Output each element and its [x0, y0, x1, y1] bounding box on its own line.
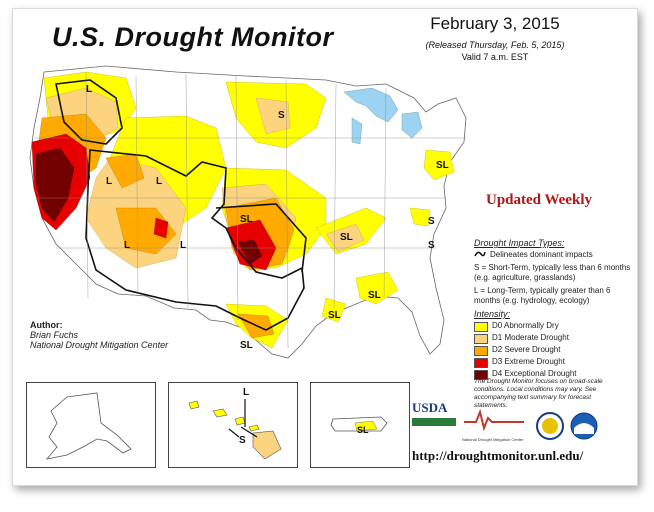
doc-seal — [536, 412, 564, 445]
hawaii-label-l: L — [243, 387, 249, 398]
updated-weekly-banner: Updated Weekly — [486, 192, 592, 208]
intensity-header: Intensity: — [474, 309, 511, 319]
label-s-minnesota: S — [278, 110, 285, 121]
d1-label: D1 Moderate Drought — [492, 333, 569, 342]
doc-seal-icon — [536, 412, 564, 440]
pr-label-sl: SL — [357, 425, 369, 435]
ndmc-logo-icon — [464, 408, 524, 432]
short-term-text: S = Short-Term, typically less than 6 mo… — [474, 263, 631, 282]
label-l-utah: L — [156, 176, 162, 187]
impact-labels: L L L L L S SL SL SL S S SL SL SL — [86, 84, 449, 351]
drought-monitor-url[interactable]: http://droughtmonitor.unl.edu/ — [412, 448, 584, 463]
label-sl-alabama: SL — [368, 290, 381, 301]
puerto-rico-inset: SL — [310, 382, 410, 468]
ndmc-logo-text: National Drought Mitigation Center — [462, 437, 524, 442]
release-date: (Released Thursday, Feb. 5, 2015) — [425, 40, 565, 50]
label-l-newmexico: L — [180, 240, 186, 251]
label-s-virginia: S — [428, 216, 435, 227]
d3-label: D3 Extreme Drought — [492, 357, 565, 366]
label-l-oregon: L — [86, 84, 92, 95]
legend-row-dominant: Delineates dominant impacts — [474, 250, 634, 260]
label-l-nevada: L — [106, 176, 112, 187]
label-sl-louisiana: SL — [328, 310, 341, 321]
alaska-map — [45, 392, 132, 460]
hawaii-map: L S — [188, 387, 282, 460]
legend-row-short-term: S = Short-Term, typically less than 6 mo… — [474, 263, 634, 283]
state-borders — [34, 71, 466, 349]
map-title: U.S. Drought Monitor — [52, 22, 334, 52]
d2-swatch — [474, 346, 488, 356]
map-date: February 3, 2015 — [430, 14, 560, 33]
ndmc-logo: National Drought Mitigation Center — [462, 408, 528, 442]
drought-monitor-note: The Drought Monitor focuses on broad-sca… — [474, 378, 603, 409]
puerto-rico-map: SL — [330, 416, 388, 435]
label-l-arizona: L — [124, 240, 130, 251]
legend-row-d2: D2 Severe Drought — [474, 345, 634, 356]
usda-logo-bar — [412, 418, 456, 426]
impact-boundaries — [55, 79, 307, 331]
d1-swatch — [474, 334, 488, 344]
impact-types-header: Drought Impact Types: — [474, 238, 565, 248]
d3-swatch — [474, 358, 488, 368]
d4-regions — [35, 147, 263, 265]
legend-row-d1: D1 Moderate Drought — [474, 333, 634, 344]
author-block: Author: Brian Fuchs National Drought Mit… — [30, 320, 168, 350]
author-org: National Drought Mitigation Center — [30, 340, 169, 350]
label-sl-oklahoma: SL — [240, 214, 253, 225]
hawaii-inset: L S — [168, 382, 298, 468]
long-term-text: L = Long-Term, typically greater than 6 … — [474, 286, 611, 305]
legend-row-d3: D3 Extreme Drought — [474, 357, 634, 368]
legend-row-d4: D4 Exceptional Drought — [474, 369, 634, 380]
label-sl-texas: SL — [240, 340, 253, 351]
legend: Drought Impact Types: Delineates dominan… — [474, 238, 634, 381]
label-sl-pennsylvania: SL — [436, 160, 449, 171]
d0-label: D0 Abnormally Dry — [492, 321, 559, 330]
d2-label: D2 Severe Drought — [492, 345, 561, 354]
alaska-inset — [26, 382, 156, 468]
usda-logo-text: USDA — [412, 400, 448, 415]
label-sl-arkansas: SL — [340, 232, 353, 243]
d0-swatch — [474, 322, 488, 332]
dominant-impacts-text: Delineates dominant impacts — [490, 250, 593, 259]
d4-label: D4 Exceptional Drought — [492, 369, 577, 378]
legend-row-long-term: L = Long-Term, typically greater than 6 … — [474, 286, 634, 306]
d4-swatch — [474, 370, 488, 380]
valid-time: Valid 7 a.m. EST — [461, 52, 529, 62]
great-lakes — [343, 87, 423, 145]
noaa-logo — [570, 412, 598, 445]
hawaii-label-s: S — [239, 435, 246, 446]
author-name: Brian Fuchs — [30, 330, 79, 340]
author-label: Author: — [30, 320, 63, 330]
legend-row-d0: D0 Abnormally Dry — [474, 321, 634, 332]
conus-map: L L L L L S SL SL SL S S SL SL SL — [29, 65, 467, 359]
label-s-carolina: S — [428, 240, 435, 251]
usda-logo: USDA — [412, 400, 456, 426]
impact-line-icon — [474, 251, 486, 257]
noaa-logo-icon — [570, 412, 598, 440]
